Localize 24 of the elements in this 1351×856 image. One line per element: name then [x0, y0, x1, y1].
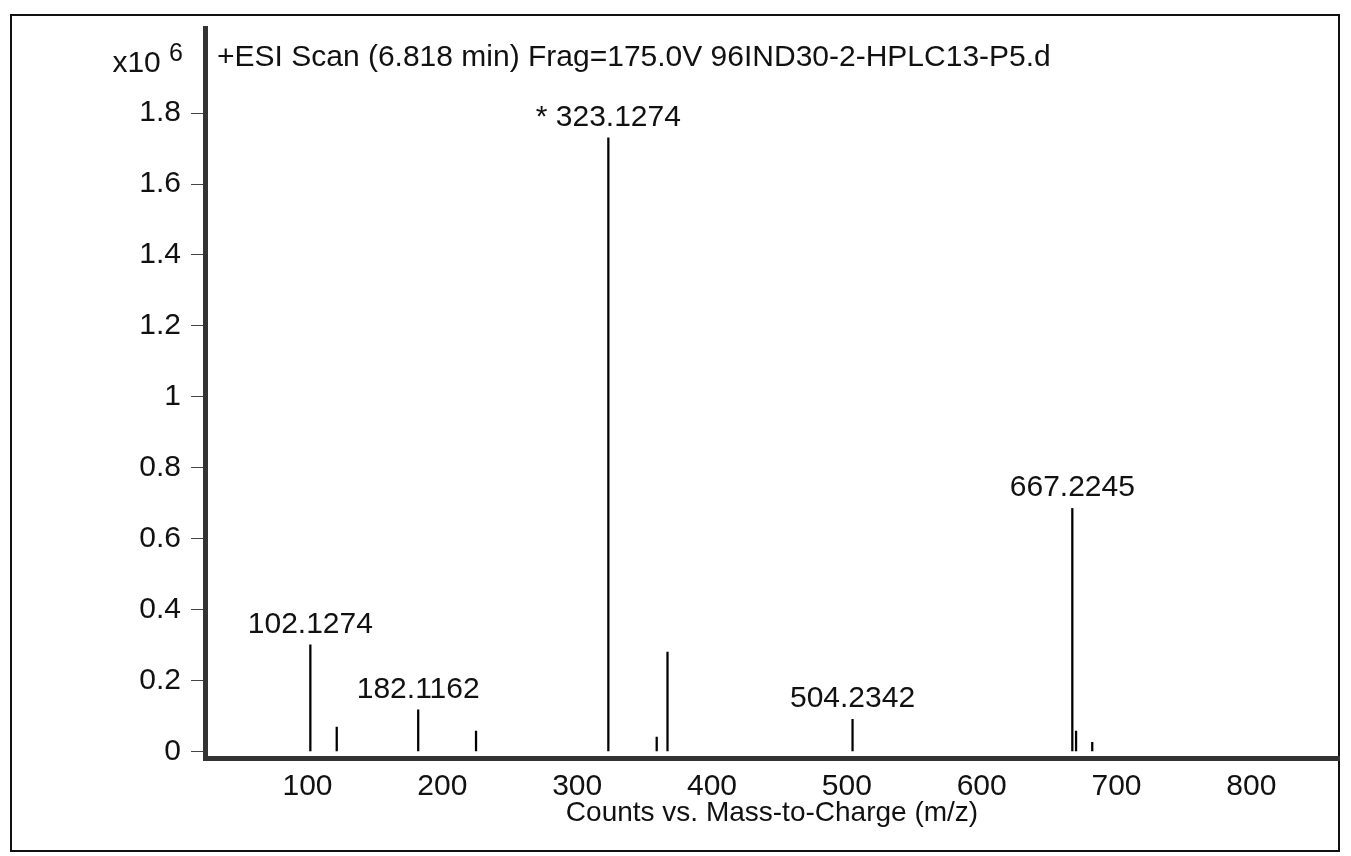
x-tick-label: 700	[1091, 767, 1142, 801]
annotation: 504.2342	[789, 680, 916, 714]
y-tick-label: 1	[164, 378, 181, 412]
chart-title: +ESI Scan (6.818 min) Frag=175.0V 96IND30-2-HPLC13-P5.d	[217, 39, 1051, 72]
annotation: 102.1274	[247, 605, 373, 639]
y-tick-label: 0.4	[139, 590, 181, 624]
bar	[1091, 742, 1094, 752]
y-tick-label: 0.8	[139, 448, 181, 482]
x-tick-label: 100	[282, 767, 333, 801]
y-tick-label: 0	[164, 732, 181, 766]
bar	[666, 651, 669, 752]
y-tick-label: 0.2	[139, 661, 181, 695]
y-axis-title: x10 $^{6}$	[112, 37, 183, 80]
y-tick-label: 1.6	[139, 165, 181, 199]
annotation: * 323.1274	[535, 98, 681, 132]
y-tick-label: 1.4	[139, 236, 181, 270]
annotation: 667.2245	[1009, 469, 1135, 503]
y-tick-label: 0.6	[139, 519, 181, 553]
x-tick-label: 200	[417, 767, 468, 801]
annotation: 182.1162	[356, 670, 480, 704]
bar	[851, 719, 854, 752]
y-tick-label: 1.8	[139, 94, 181, 128]
y-tick-label: 1.2	[139, 307, 181, 341]
x-tick-label: 800	[1226, 767, 1277, 801]
